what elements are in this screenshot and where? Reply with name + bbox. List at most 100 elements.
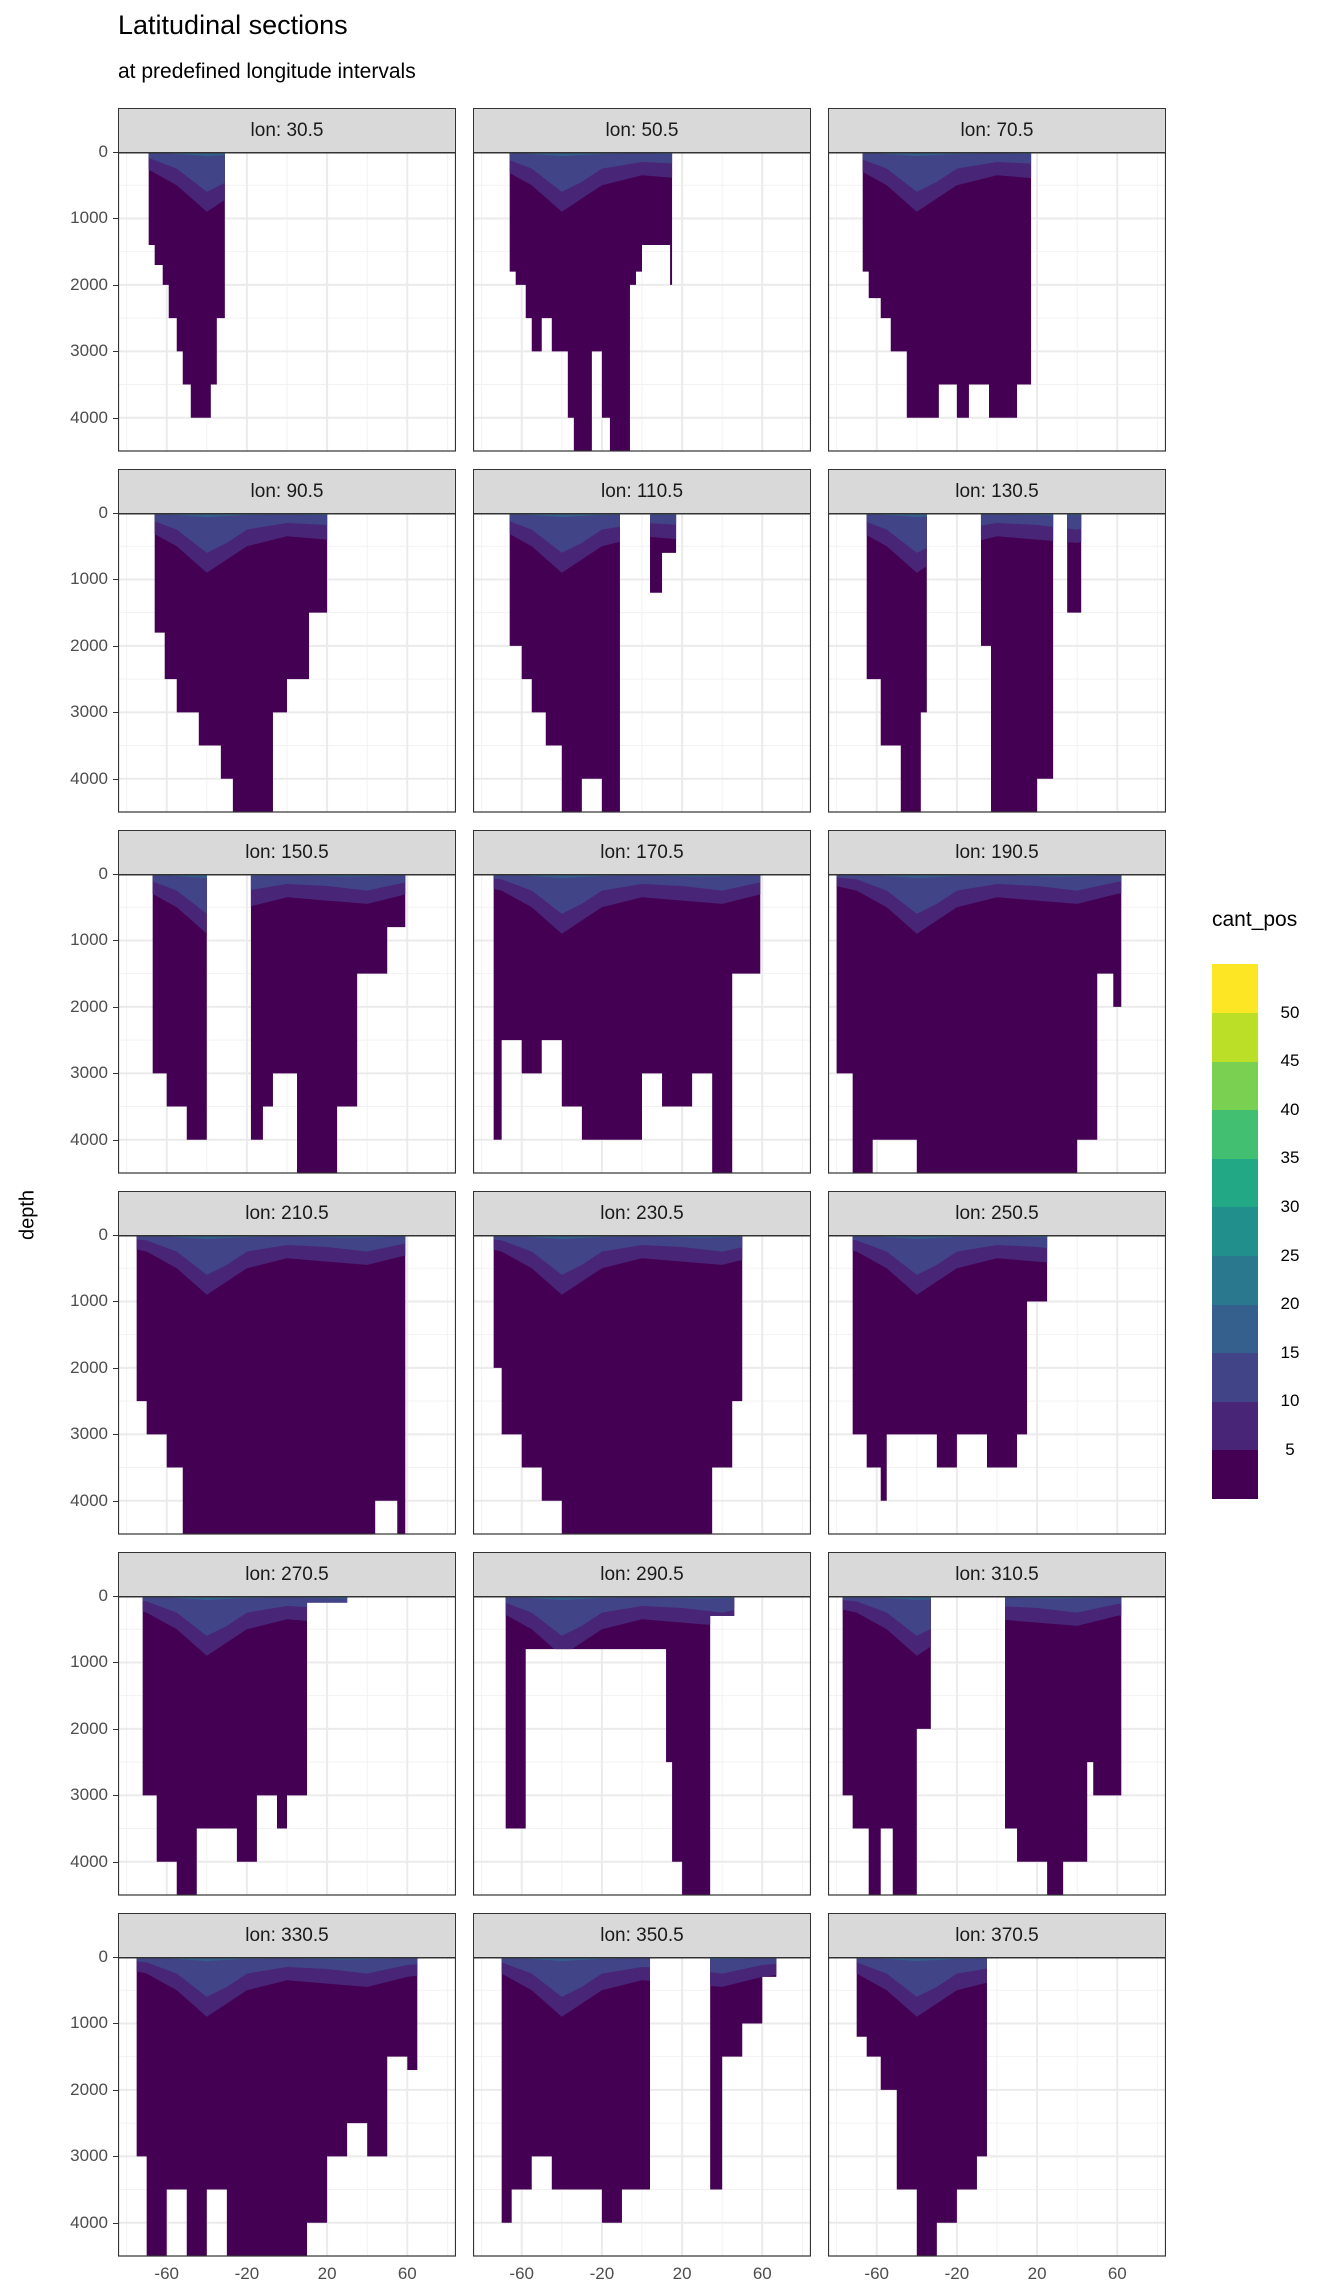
concentration-band-10-15 xyxy=(493,1235,743,1275)
y-tick-label: 2000 xyxy=(70,274,108,294)
x-tick-label: -60 xyxy=(864,2264,889,2283)
concentration-band-10-15 xyxy=(152,874,406,914)
y-tick-label: 4000 xyxy=(70,1490,108,1510)
section-fill xyxy=(493,874,761,1173)
y-tick-label: 3000 xyxy=(70,702,108,722)
y-tick-mark xyxy=(113,1596,118,1597)
y-tick-label: 3000 xyxy=(70,341,108,361)
facet-panel: lon: 130.5 xyxy=(828,469,1166,813)
y-tick-mark xyxy=(113,152,118,153)
y-tick-mark xyxy=(113,1301,118,1303)
section-fill xyxy=(862,152,1032,418)
y-tick-mark xyxy=(113,579,118,581)
concentration-band-10-15 xyxy=(136,1235,406,1275)
y-tick-label: 1000 xyxy=(70,1652,108,1672)
facet-panel: lon: 170.5 xyxy=(473,830,811,1174)
facet-panel: lon: 330.5 xyxy=(118,1913,456,2257)
facet-panel: lon: 230.5 xyxy=(473,1191,811,1535)
y-tick-mark xyxy=(113,1235,118,1236)
x-tick-label: -60 xyxy=(154,2264,179,2283)
y-tick-label: 4000 xyxy=(70,1129,108,1149)
plot-area xyxy=(473,1235,811,1535)
concentration-band-10-15 xyxy=(856,1957,987,1997)
legend-label: 25 xyxy=(1280,1245,1300,1265)
facet-panel: lon: 310.5 xyxy=(828,1552,1166,1896)
concentration-band-0-5 xyxy=(493,874,761,1173)
y-tick-mark xyxy=(113,218,118,220)
y-tick-mark xyxy=(113,351,118,353)
x-tick-label: -20 xyxy=(589,2264,615,2283)
legend-color-swatch xyxy=(1212,1012,1258,1062)
panel-border xyxy=(118,1596,456,1896)
y-tick-mark xyxy=(113,645,118,647)
y-tick-label: 1000 xyxy=(70,1291,108,1311)
y-tick-mark xyxy=(113,1662,118,1664)
plot-area xyxy=(473,874,811,1174)
y-tick-mark xyxy=(113,2089,118,2091)
y-tick-mark xyxy=(113,284,118,286)
y-tick-label: 4000 xyxy=(70,407,108,427)
x-tick-label: 20 xyxy=(1027,2264,1047,2283)
panel-border xyxy=(828,1957,1166,2257)
panel-border xyxy=(118,513,456,813)
facet-strip-label: lon: 250.5 xyxy=(828,1191,1166,1235)
y-tick-mark xyxy=(113,1795,118,1797)
plot-area xyxy=(118,1596,456,1896)
panel-border xyxy=(473,152,811,452)
panel-border xyxy=(473,1596,811,1896)
plot-area xyxy=(828,1957,1166,2257)
y-tick-label: 1000 xyxy=(70,2013,108,2033)
facet-strip-label: lon: 290.5 xyxy=(473,1552,811,1596)
legend-color-swatch xyxy=(1212,1061,1258,1111)
legend-color-swatch xyxy=(1212,1109,1258,1159)
y-tick-mark xyxy=(113,1073,118,1075)
facet-strip-label: lon: 170.5 xyxy=(473,830,811,874)
y-tick-label: 1000 xyxy=(70,208,108,228)
facet-strip-label: lon: 70.5 xyxy=(828,108,1166,152)
y-tick-mark xyxy=(113,1728,118,1730)
legend-label: 20 xyxy=(1280,1294,1300,1314)
panel-border xyxy=(828,152,1166,452)
legend-color-swatch xyxy=(1212,1207,1258,1257)
y-tick-mark xyxy=(113,1500,118,1502)
panel-border xyxy=(118,1235,456,1535)
plot-area xyxy=(828,1596,1166,1896)
concentration-band-10-15 xyxy=(505,1596,735,1636)
legend-color-swatch xyxy=(1212,1352,1258,1402)
plot-area xyxy=(828,152,1166,452)
concentration-band-10-15 xyxy=(842,1596,1122,1636)
y-tick-label: 0 xyxy=(98,864,108,883)
concentration-band-10-15 xyxy=(136,1957,418,1997)
x-tick-label: -20 xyxy=(944,2264,970,2283)
y-tick-label: 0 xyxy=(98,142,108,161)
panel-border xyxy=(473,1235,811,1535)
y-tick-mark xyxy=(113,2023,118,2025)
facet-strip-label: lon: 210.5 xyxy=(118,1191,456,1235)
chart-title: Latitudinal sections xyxy=(118,10,348,40)
panel-border xyxy=(473,1957,811,2257)
facet-strip-label: lon: 310.5 xyxy=(828,1552,1166,1596)
facet-panel: lon: 110.5 xyxy=(473,469,811,813)
y-tick-label: 0 xyxy=(98,1586,108,1605)
panel-border xyxy=(828,874,1166,1174)
section-fill xyxy=(836,874,1122,1173)
facet-strip-label: lon: 150.5 xyxy=(118,830,456,874)
panel-border xyxy=(473,513,811,813)
facet-strip-label: lon: 30.5 xyxy=(118,108,456,152)
panel-border xyxy=(828,1596,1166,1896)
y-tick-mark xyxy=(113,513,118,514)
plot-area xyxy=(118,1957,456,2257)
legend-color-swatch xyxy=(1212,1304,1258,1354)
panel-border xyxy=(118,874,456,1174)
facet-strip-label: lon: 230.5 xyxy=(473,1191,811,1235)
panel-border xyxy=(118,152,456,452)
concentration-band-10-15 xyxy=(154,513,328,553)
concentration-band-10-15 xyxy=(148,152,225,192)
y-tick-label: 0 xyxy=(98,503,108,522)
y-tick-label: 4000 xyxy=(70,768,108,788)
legend-color-swatch xyxy=(1212,964,1258,1014)
plot-area xyxy=(118,513,456,813)
y-tick-mark xyxy=(113,1006,118,1008)
y-tick-mark xyxy=(113,940,118,942)
legend-label: 5 xyxy=(1285,1440,1295,1459)
